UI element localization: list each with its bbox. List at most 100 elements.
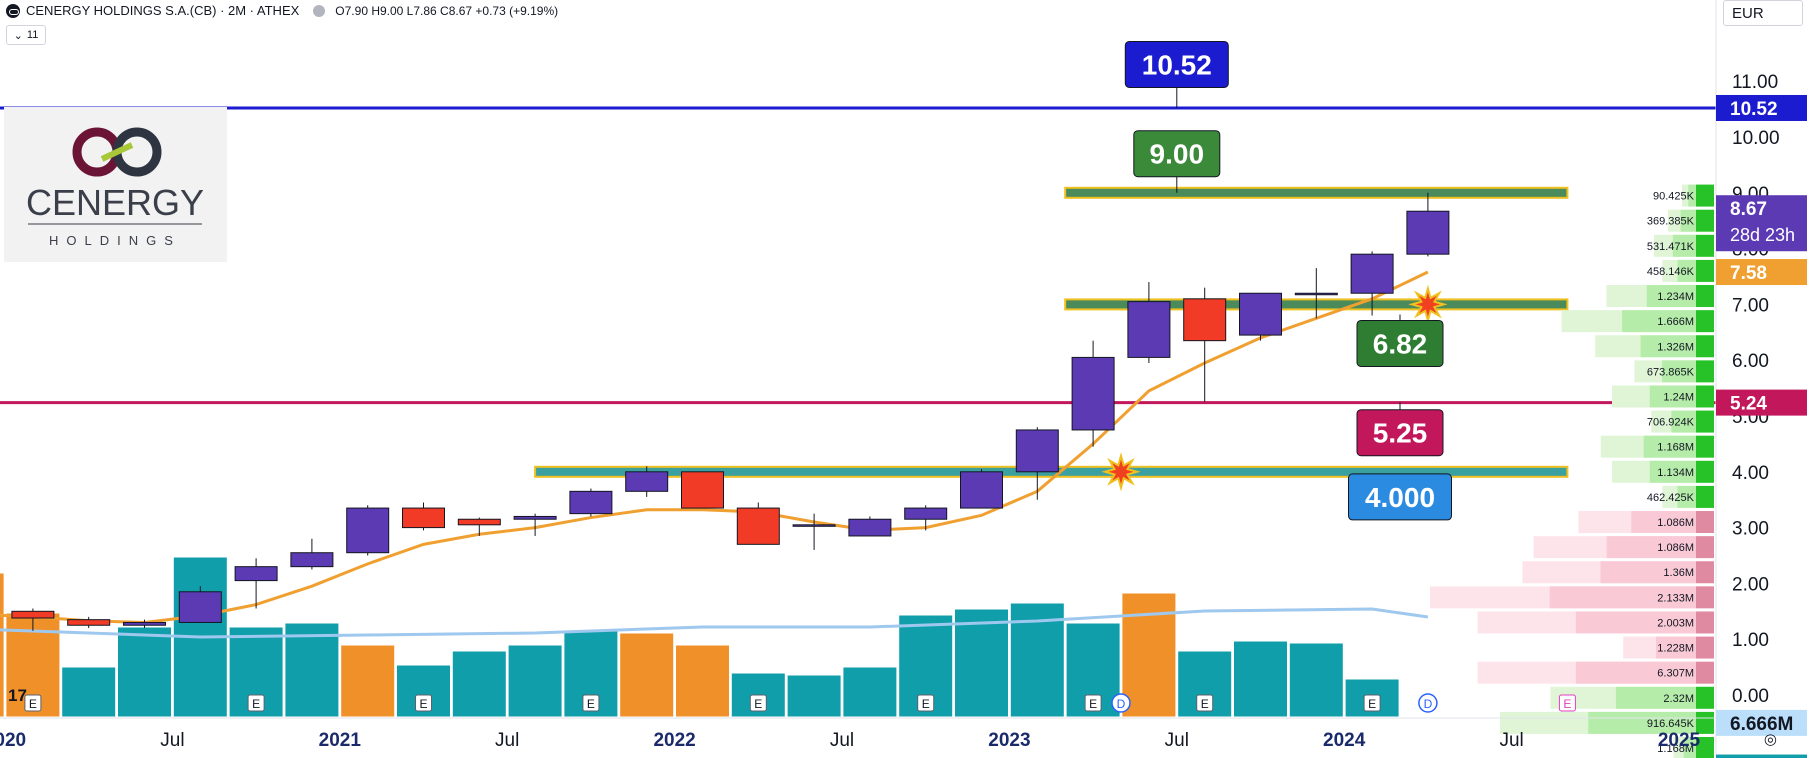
volume-profile-label: 90.425K (1653, 191, 1695, 203)
earnings-marker-label: E (1368, 697, 1376, 711)
volume-profile-bar (1696, 686, 1714, 709)
candle-body (1350, 253, 1394, 294)
earnings-marker-label: E (29, 697, 37, 711)
volume-profile-label: 916.645K (1647, 718, 1695, 730)
candle-body (625, 471, 669, 492)
chart-header: CENERGY HOLDINGS S.A.(CB) · 2M · ATHEX O… (6, 3, 558, 18)
volume-profile-bar (1696, 586, 1714, 609)
volume-bar (954, 608, 1009, 718)
volume-bar (0, 572, 5, 718)
y-tick-label: 0.00 (1732, 686, 1769, 707)
x-tick-label: 2020 (0, 730, 26, 751)
volume-profile-bar (1649, 460, 1696, 483)
price-label-box (1716, 94, 1807, 121)
volume-profile-bar (1696, 611, 1714, 634)
volume-profile-label: 369.385K (1647, 216, 1695, 228)
volume-profile-bar (1640, 335, 1696, 358)
x-tick-label: 2023 (988, 730, 1030, 751)
volume-profile-label: 1.234M (1657, 291, 1694, 303)
y-tick-label: 11.00 (1732, 72, 1778, 93)
y-tick-label: 1.00 (1732, 630, 1769, 651)
candle-body (178, 591, 222, 623)
candle-body (904, 507, 948, 520)
candle-body (960, 471, 1003, 509)
volume-profile-label: 1.36M (1663, 567, 1694, 579)
indicators-toggle-button[interactable]: ⌄ 11 (6, 25, 46, 45)
volume-profile-label: 1.228M (1657, 643, 1694, 655)
callout-box (1356, 409, 1444, 457)
volume-profile-bar (1696, 636, 1714, 659)
x-tick-label: Jul (830, 730, 854, 751)
volume-profile-bar (1696, 711, 1714, 734)
price-label-box (1716, 259, 1807, 286)
volume-profile-bar (1600, 561, 1696, 584)
x-tick-label: Jul (1165, 730, 1189, 751)
price-label: 7.58 (1730, 263, 1767, 284)
volume-profile-bar (1696, 410, 1714, 433)
volume-profile-bar (1606, 536, 1696, 559)
earnings-marker-label: E (1563, 697, 1571, 711)
logo-subtitle: HOLDINGS (49, 233, 181, 248)
callout-label: 9.00 (1150, 139, 1205, 170)
y-tick-label: 10.00 (1732, 128, 1780, 149)
volume-profile-bar (1696, 285, 1714, 308)
tradingview-logo[interactable]: 17 (8, 686, 27, 705)
volume-profile-bar (1671, 410, 1696, 433)
volume-profile-bar (1696, 661, 1714, 684)
y-tick-label: 4.00 (1732, 463, 1769, 484)
volume-ma-line (0, 607, 1429, 639)
volume-profile-label: 458.146K (1647, 266, 1695, 278)
earnings-marker-label: E (754, 697, 762, 711)
volume-bar (898, 614, 954, 718)
volume-profile-bar (1655, 636, 1696, 659)
volume-profile-bar (1622, 310, 1696, 333)
dividend-marker-icon (1111, 693, 1131, 713)
candle-body (848, 518, 892, 537)
volume-profile-bar (1696, 234, 1714, 257)
logo-name: CENERGY (26, 182, 204, 223)
candle-body (290, 552, 334, 568)
candle-body (346, 507, 390, 554)
volume-profile-bar (1696, 209, 1714, 232)
volume-profile-bar (1662, 360, 1696, 383)
volume-profile-bar (1696, 184, 1714, 207)
earnings-marker-icon (1558, 694, 1576, 712)
earnings-marker-label: E (587, 697, 595, 711)
dividend-marker-label: D (1424, 697, 1433, 711)
volume-profile-bar (1672, 234, 1696, 257)
callout-label: 4.000 (1365, 482, 1435, 513)
volume-profile-bar (1646, 285, 1696, 308)
volume-bar (61, 666, 117, 718)
price-label: 5.24 (1730, 394, 1767, 415)
volume-profile-bar (1696, 385, 1714, 408)
candle-body (123, 621, 166, 626)
volume-profile-bar (1688, 184, 1696, 207)
callout-box (1133, 130, 1221, 178)
candle-body (736, 507, 780, 545)
market-status-icon (313, 4, 326, 17)
symbol-title[interactable]: CENERGY HOLDINGS S.A.(CB) · 2M · ATHEX (26, 3, 300, 18)
earnings-marker-icon (1196, 694, 1214, 712)
earnings-marker-icon (582, 694, 600, 712)
candle-body (1183, 298, 1227, 342)
volume-profile-bar (1575, 661, 1696, 684)
y-tick-label: 2.00 (1732, 574, 1769, 595)
callout-box (1348, 473, 1452, 521)
currency-selector[interactable]: EUR (1723, 0, 1803, 26)
price-zone (1064, 186, 1569, 199)
volume-profile-label: 6.307M (1657, 668, 1694, 680)
candle-body (457, 518, 501, 526)
earnings-marker-label: E (1089, 697, 1097, 711)
volume-bar (507, 644, 563, 718)
volume-profile-bar (1680, 209, 1696, 232)
volume-profile-label: 1.168M (1657, 743, 1694, 755)
candle-body (569, 490, 613, 515)
earnings-marker-icon (1084, 694, 1102, 712)
volume-profile-bar (1615, 686, 1696, 709)
volume-profile-bar (1696, 536, 1714, 559)
settings-icon[interactable]: ◎ (1763, 731, 1777, 748)
indicator-count: 11 (26, 29, 39, 41)
volume-profile-label: 1.24M (1663, 391, 1694, 403)
price-label: 10.52 (1730, 99, 1778, 120)
